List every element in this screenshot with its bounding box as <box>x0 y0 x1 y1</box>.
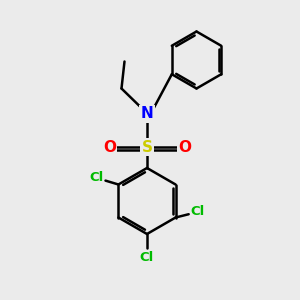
Text: N: N <box>141 106 153 122</box>
Text: Cl: Cl <box>191 206 205 218</box>
Text: O: O <box>103 140 116 154</box>
Text: S: S <box>142 140 152 154</box>
Text: Cl: Cl <box>140 250 154 264</box>
Text: O: O <box>178 140 191 154</box>
Text: Cl: Cl <box>89 171 103 184</box>
